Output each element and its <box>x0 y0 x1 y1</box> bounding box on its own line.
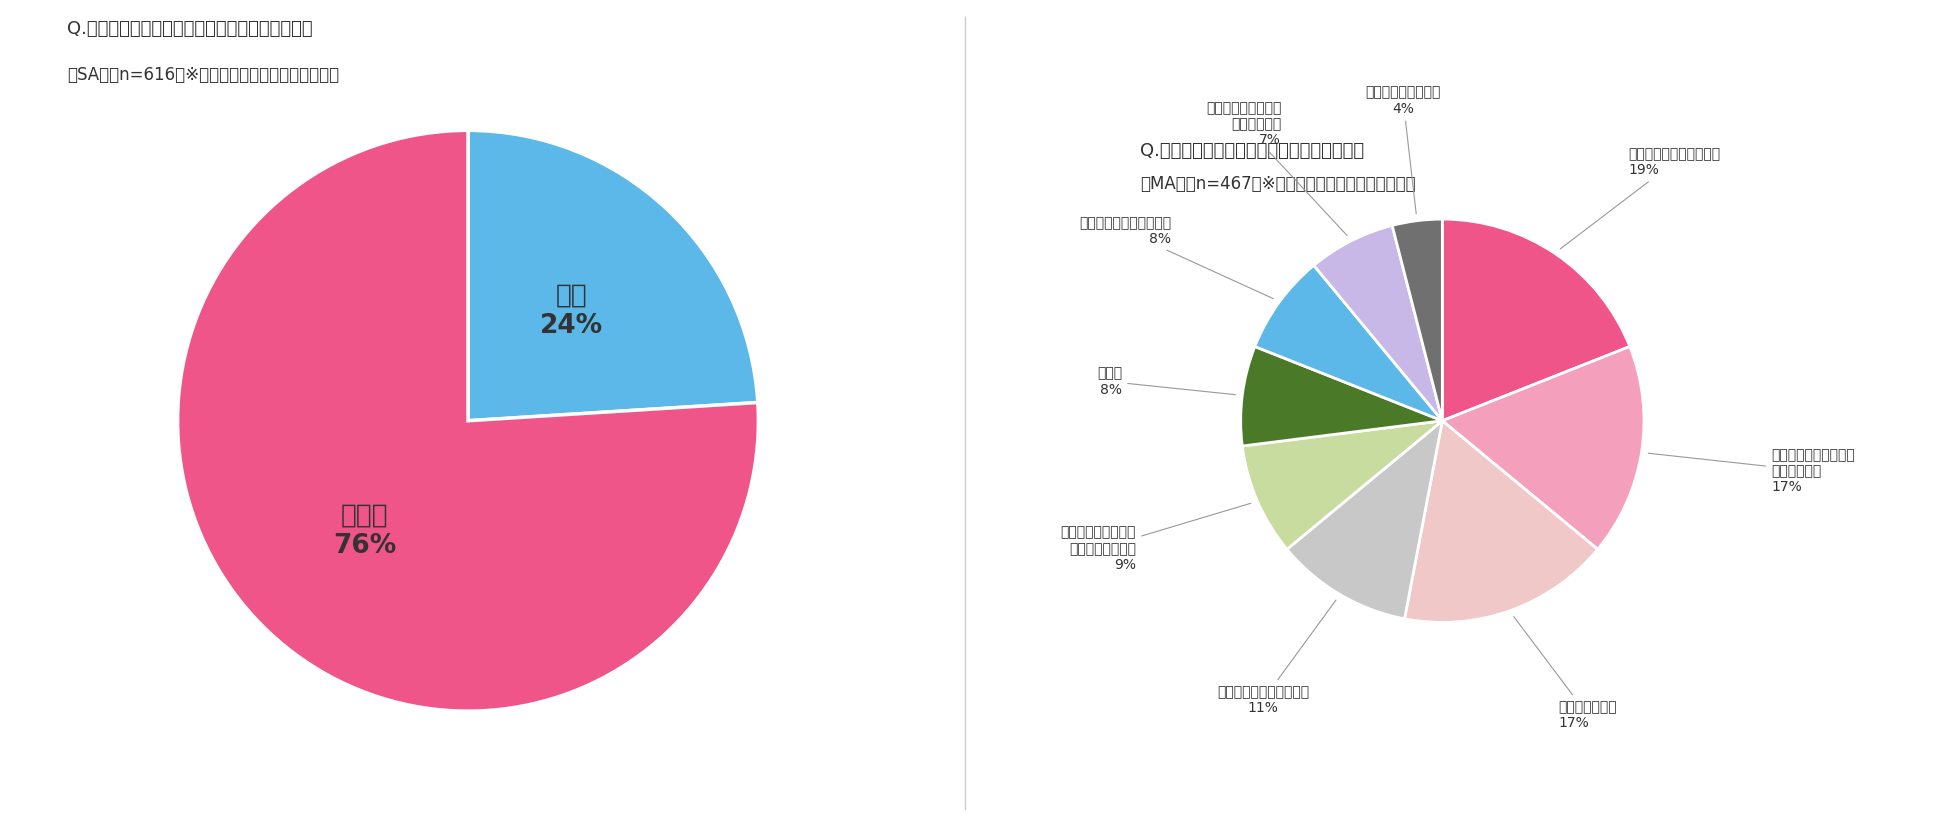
Text: （MA）　n=467　※今まで仮装をしたことがない方: （MA） n=467 ※今まで仮装をしたことがない方 <box>1141 175 1416 193</box>
Text: お金がもったいないから
11%: お金がもったいないから 11% <box>1217 600 1336 715</box>
Wedge shape <box>1314 225 1443 421</box>
Text: はい
24%: はい 24% <box>540 283 603 339</box>
Wedge shape <box>1404 421 1597 622</box>
Text: Q.仮装をしてみたくない理由はなんですか？: Q.仮装をしてみたくない理由はなんですか？ <box>1141 143 1363 160</box>
Wedge shape <box>1287 421 1443 619</box>
Wedge shape <box>1443 219 1630 421</box>
Text: 恥ずかしいから
17%: 恥ずかしいから 17% <box>1513 616 1617 730</box>
Text: やりたい仮装がないから
8%: やりたい仮装がないから 8% <box>1078 216 1273 299</box>
Text: いいえ
76%: いいえ 76% <box>333 502 396 559</box>
Text: （SA）　n=616　※今まで仮装をしたことがない方: （SA） n=616 ※今まで仮装をしたことがない方 <box>66 67 339 84</box>
Text: 仕事や家事など他の
ことが忙しいから
9%: 仕事や家事など他の ことが忙しいから 9% <box>1061 503 1250 572</box>
Text: 予定が合わないから
4%: 予定が合わないから 4% <box>1365 86 1441 214</box>
Text: 準備するのが面倒だから
19%: 準備するのが面倒だから 19% <box>1560 147 1720 249</box>
Wedge shape <box>468 130 759 421</box>
Wedge shape <box>1392 219 1443 421</box>
Wedge shape <box>1240 346 1443 446</box>
Wedge shape <box>1443 346 1644 549</box>
Text: その他
8%: その他 8% <box>1098 366 1236 397</box>
Text: 一緒に参加する相手
がいないから
7%: 一緒に参加する相手 がいないから 7% <box>1205 101 1347 235</box>
Wedge shape <box>1256 266 1443 421</box>
Wedge shape <box>177 130 759 711</box>
Wedge shape <box>1242 421 1443 549</box>
Text: Q.ハロウィンで仮装をしてみたいと思いますか？: Q.ハロウィンで仮装をしてみたいと思いますか？ <box>66 20 312 38</box>
Text: ハロウィン文化が好き
じゃないから
17%: ハロウィン文化が好き じゃないから 17% <box>1648 448 1854 494</box>
